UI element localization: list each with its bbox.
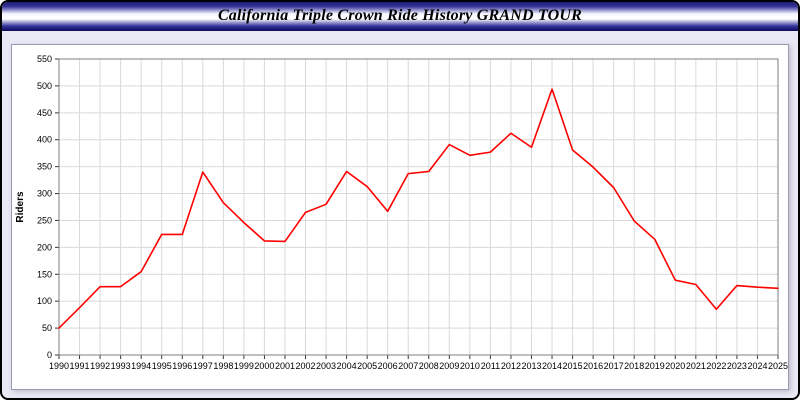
chart-title: California Triple Crown Ride History GRA…: [217, 7, 583, 24]
chart-panel: 0 50 100 150 200 250 300 350 400 450 500 550 1990 199…: [11, 44, 789, 390]
svg-text:2016: 2016: [583, 361, 603, 371]
title-bar: California Triple Crown Ride History GRA…: [2, 2, 798, 31]
svg-text:1996: 1996: [172, 361, 192, 371]
svg-text:1992: 1992: [90, 361, 110, 371]
svg-text:2011: 2011: [481, 361, 500, 371]
svg-text:1998: 1998: [213, 361, 233, 371]
svg-text:2013: 2013: [521, 361, 541, 371]
svg-text:50: 50: [42, 323, 52, 333]
svg-text:2003: 2003: [316, 361, 336, 371]
svg-text:2018: 2018: [624, 361, 644, 371]
svg-text:2020: 2020: [665, 361, 685, 371]
svg-text:350: 350: [37, 162, 52, 172]
svg-text:2000: 2000: [254, 361, 274, 371]
svg-text:1993: 1993: [111, 361, 131, 371]
svg-text:2024: 2024: [747, 361, 767, 371]
svg-text:2022: 2022: [706, 361, 726, 371]
svg-text:2009: 2009: [439, 361, 459, 371]
svg-text:2006: 2006: [378, 361, 398, 371]
svg-text:1990: 1990: [49, 361, 69, 371]
svg-text:2015: 2015: [563, 361, 583, 371]
svg-text:250: 250: [37, 215, 52, 225]
svg-text:2023: 2023: [727, 361, 747, 371]
svg-text:2010: 2010: [460, 361, 480, 371]
svg-text:300: 300: [37, 189, 52, 199]
svg-text:1994: 1994: [131, 361, 151, 371]
svg-text:500: 500: [37, 81, 52, 91]
svg-text:550: 550: [37, 54, 52, 64]
svg-text:2014: 2014: [542, 361, 562, 371]
svg-text:1991: 1991: [70, 361, 90, 371]
svg-text:2012: 2012: [501, 361, 521, 371]
svg-text:2001: 2001: [275, 361, 295, 371]
svg-text:2017: 2017: [604, 361, 624, 371]
svg-text:2004: 2004: [337, 361, 357, 371]
svg-text:2021: 2021: [686, 361, 706, 371]
svg-text:2005: 2005: [357, 361, 377, 371]
svg-text:Riders: Riders: [15, 191, 26, 223]
svg-text:2025: 2025: [768, 361, 788, 371]
svg-text:2002: 2002: [295, 361, 315, 371]
svg-text:1997: 1997: [193, 361, 213, 371]
svg-text:450: 450: [37, 108, 52, 118]
svg-text:100: 100: [37, 296, 52, 306]
svg-text:2008: 2008: [419, 361, 439, 371]
svg-text:400: 400: [37, 135, 52, 145]
svg-text:2019: 2019: [645, 361, 665, 371]
svg-text:150: 150: [37, 269, 52, 279]
svg-text:1999: 1999: [234, 361, 254, 371]
svg-text:0: 0: [47, 350, 52, 360]
svg-text:1995: 1995: [152, 361, 172, 371]
svg-text:200: 200: [37, 242, 52, 252]
svg-text:2007: 2007: [398, 361, 418, 371]
